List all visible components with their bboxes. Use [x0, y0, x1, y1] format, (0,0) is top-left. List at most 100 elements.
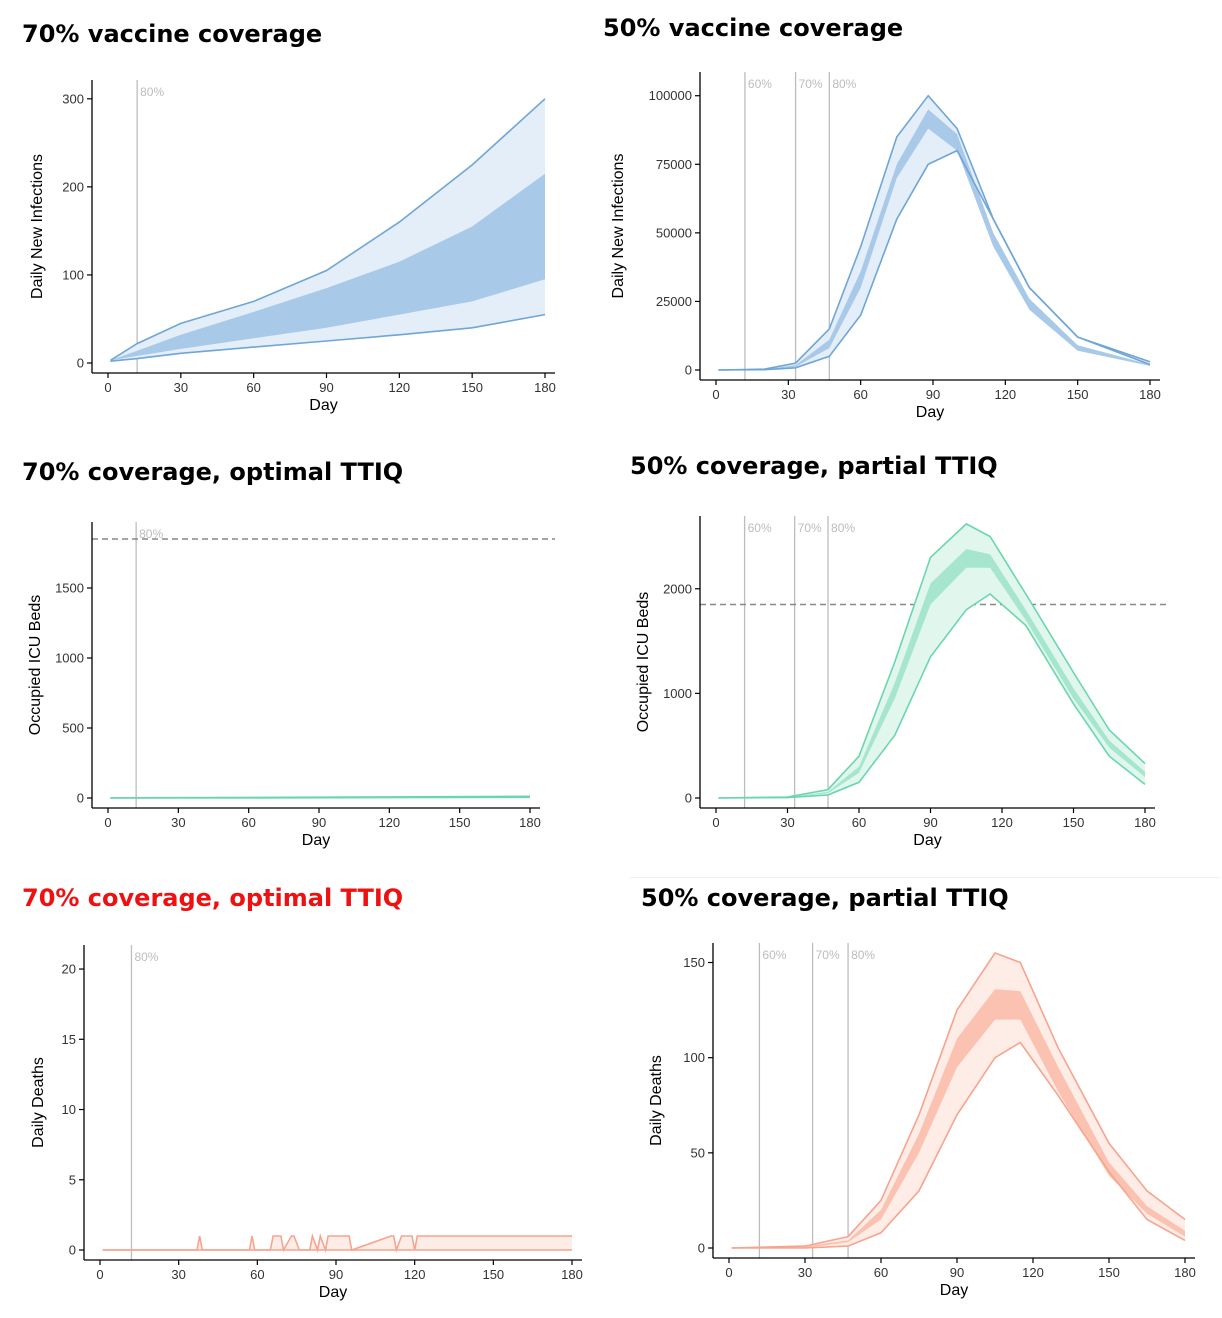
chart-2: 80% 0 30 60 90 120 150 180 0 500 1000 1500 Day Occupi… — [27, 522, 555, 849]
x-tick-label: 90 — [319, 380, 333, 395]
outer-band — [718, 523, 1145, 798]
outer-band — [102, 1236, 572, 1250]
x-tick-label: 120 — [1022, 1265, 1044, 1280]
x-tick-label: 180 — [519, 815, 541, 830]
upper-bound-line — [109, 98, 546, 362]
upper-bound-line — [718, 522, 1146, 799]
y-tick-label: 150 — [683, 955, 705, 970]
x-tick-label: 180 — [1139, 387, 1161, 402]
x-tick-label: 60 — [853, 387, 867, 402]
x-tick-label: 90 — [312, 815, 326, 830]
y-tick-label: 0 — [69, 1243, 76, 1258]
x-tick-label: 150 — [1063, 815, 1085, 830]
outer-band — [731, 953, 1185, 1248]
x-tick-label: 120 — [404, 1267, 426, 1282]
y-axis-label: Daily Deaths — [648, 1055, 665, 1146]
lower-bound-line — [718, 149, 1151, 371]
coverage-label: 70% — [816, 948, 840, 962]
lower-bound-line — [110, 313, 546, 362]
x-axis-label: Day — [319, 1284, 347, 1301]
x-tick-label: 60 — [250, 1267, 264, 1282]
x-tick-label: 0 — [712, 387, 719, 402]
y-tick-label: 200 — [62, 179, 84, 194]
x-tick-label: 90 — [329, 1267, 343, 1282]
x-tick-label: 60 — [874, 1265, 888, 1280]
y-axis-label: Daily Deaths — [30, 1057, 47, 1148]
y-tick-label: 15 — [62, 1032, 76, 1047]
y-tick-label: 100000 — [649, 88, 692, 103]
y-tick-label: 0 — [77, 791, 84, 806]
x-axis-label: Day — [913, 832, 941, 849]
x-axis-label: Day — [916, 404, 944, 421]
upper-bound-line — [731, 952, 1186, 1249]
y-tick-label: 0 — [698, 1241, 705, 1256]
x-tick-label: 30 — [781, 387, 795, 402]
y-axis-label: Daily New Infections — [610, 154, 627, 299]
chart-title-icu-70: 70% coverage, optimal TTIQ — [22, 458, 404, 486]
chart-5: 60% 70% 80% 0 30 60 90 120 150 180 0 50 100 150 Day Dai… — [648, 943, 1196, 1299]
inner-band — [731, 989, 1185, 1248]
inner-band — [110, 173, 546, 361]
y-tick-label: 2000 — [663, 581, 692, 596]
x-tick-label: 150 — [449, 815, 471, 830]
y-tick-label: 20 — [62, 962, 76, 977]
x-tick-label: 180 — [1174, 1265, 1196, 1280]
x-tick-label: 0 — [712, 815, 719, 830]
coverage-label: 60% — [748, 77, 772, 91]
x-tick-label: 180 — [534, 380, 556, 395]
x-tick-label: 0 — [104, 380, 111, 395]
x-tick-label: 120 — [378, 815, 400, 830]
y-tick-label: 10 — [62, 1102, 76, 1117]
coverage-label: 60% — [762, 948, 786, 962]
lower-bound-line — [718, 592, 1146, 799]
y-tick-label: 1500 — [55, 581, 84, 596]
chart-title-deaths-50: 50% coverage, partial TTIQ — [641, 884, 1009, 912]
y-tick-label: 100 — [683, 1050, 705, 1065]
x-tick-label: 180 — [1134, 815, 1156, 830]
chart-3: 60% 70% 80% 0 30 60 90 120 150 180 0 1000 2000 Day Occ… — [635, 516, 1170, 849]
panel-divider — [630, 877, 1220, 878]
coverage-label: 80% — [851, 948, 875, 962]
y-tick-label: 1000 — [55, 651, 84, 666]
x-tick-label: 90 — [950, 1265, 964, 1280]
y-axis-label: Occupied ICU Beds — [635, 592, 652, 733]
upper-bound-line — [102, 1233, 572, 1253]
x-tick-label: 90 — [926, 387, 940, 402]
coverage-label: 70% — [798, 521, 822, 535]
inner-band — [718, 549, 1145, 798]
coverage-label: 60% — [748, 521, 772, 535]
y-tick-label: 300 — [62, 91, 84, 106]
chart-0: 80% 0 30 60 90 120 150 180 0 100 200 300 Day Daily Ne… — [29, 80, 556, 414]
chart-title-icu-50: 50% coverage, partial TTIQ — [630, 452, 998, 480]
x-tick-label: 150 — [482, 1267, 504, 1282]
y-tick-label: 0 — [685, 363, 692, 378]
x-tick-label: 120 — [991, 815, 1013, 830]
y-tick-label: 25000 — [656, 294, 692, 309]
y-tick-label: 1000 — [663, 686, 692, 701]
y-tick-label: 5 — [69, 1172, 76, 1187]
lower-bound-line — [731, 1041, 1186, 1249]
outer-band — [718, 95, 1150, 370]
x-tick-label: 120 — [388, 380, 410, 395]
x-tick-label: 60 — [241, 815, 255, 830]
x-axis-label: Day — [940, 1282, 968, 1299]
y-tick-label: 50 — [691, 1145, 705, 1160]
x-tick-label: 0 — [725, 1265, 732, 1280]
x-axis-label: Day — [302, 832, 330, 849]
x-tick-label: 0 — [104, 815, 111, 830]
x-tick-label: 150 — [461, 380, 483, 395]
y-axis-label: Daily New Infections — [29, 154, 46, 299]
y-tick-label: 75000 — [656, 157, 692, 172]
y-tick-label: 500 — [62, 721, 84, 736]
x-axis-label: Day — [309, 397, 337, 414]
lower-bound-line — [110, 796, 531, 799]
x-tick-label: 60 — [246, 380, 260, 395]
x-tick-label: 150 — [1098, 1265, 1120, 1280]
x-tick-label: 30 — [171, 815, 185, 830]
x-tick-label: 30 — [171, 1267, 185, 1282]
y-tick-label: 0 — [77, 356, 84, 371]
chart-1: 60% 70% 80% 0 30 60 90 120 150 180 0 25000 50000 7500… — [610, 72, 1161, 421]
x-tick-label: 0 — [96, 1267, 103, 1282]
x-tick-label: 60 — [852, 815, 866, 830]
